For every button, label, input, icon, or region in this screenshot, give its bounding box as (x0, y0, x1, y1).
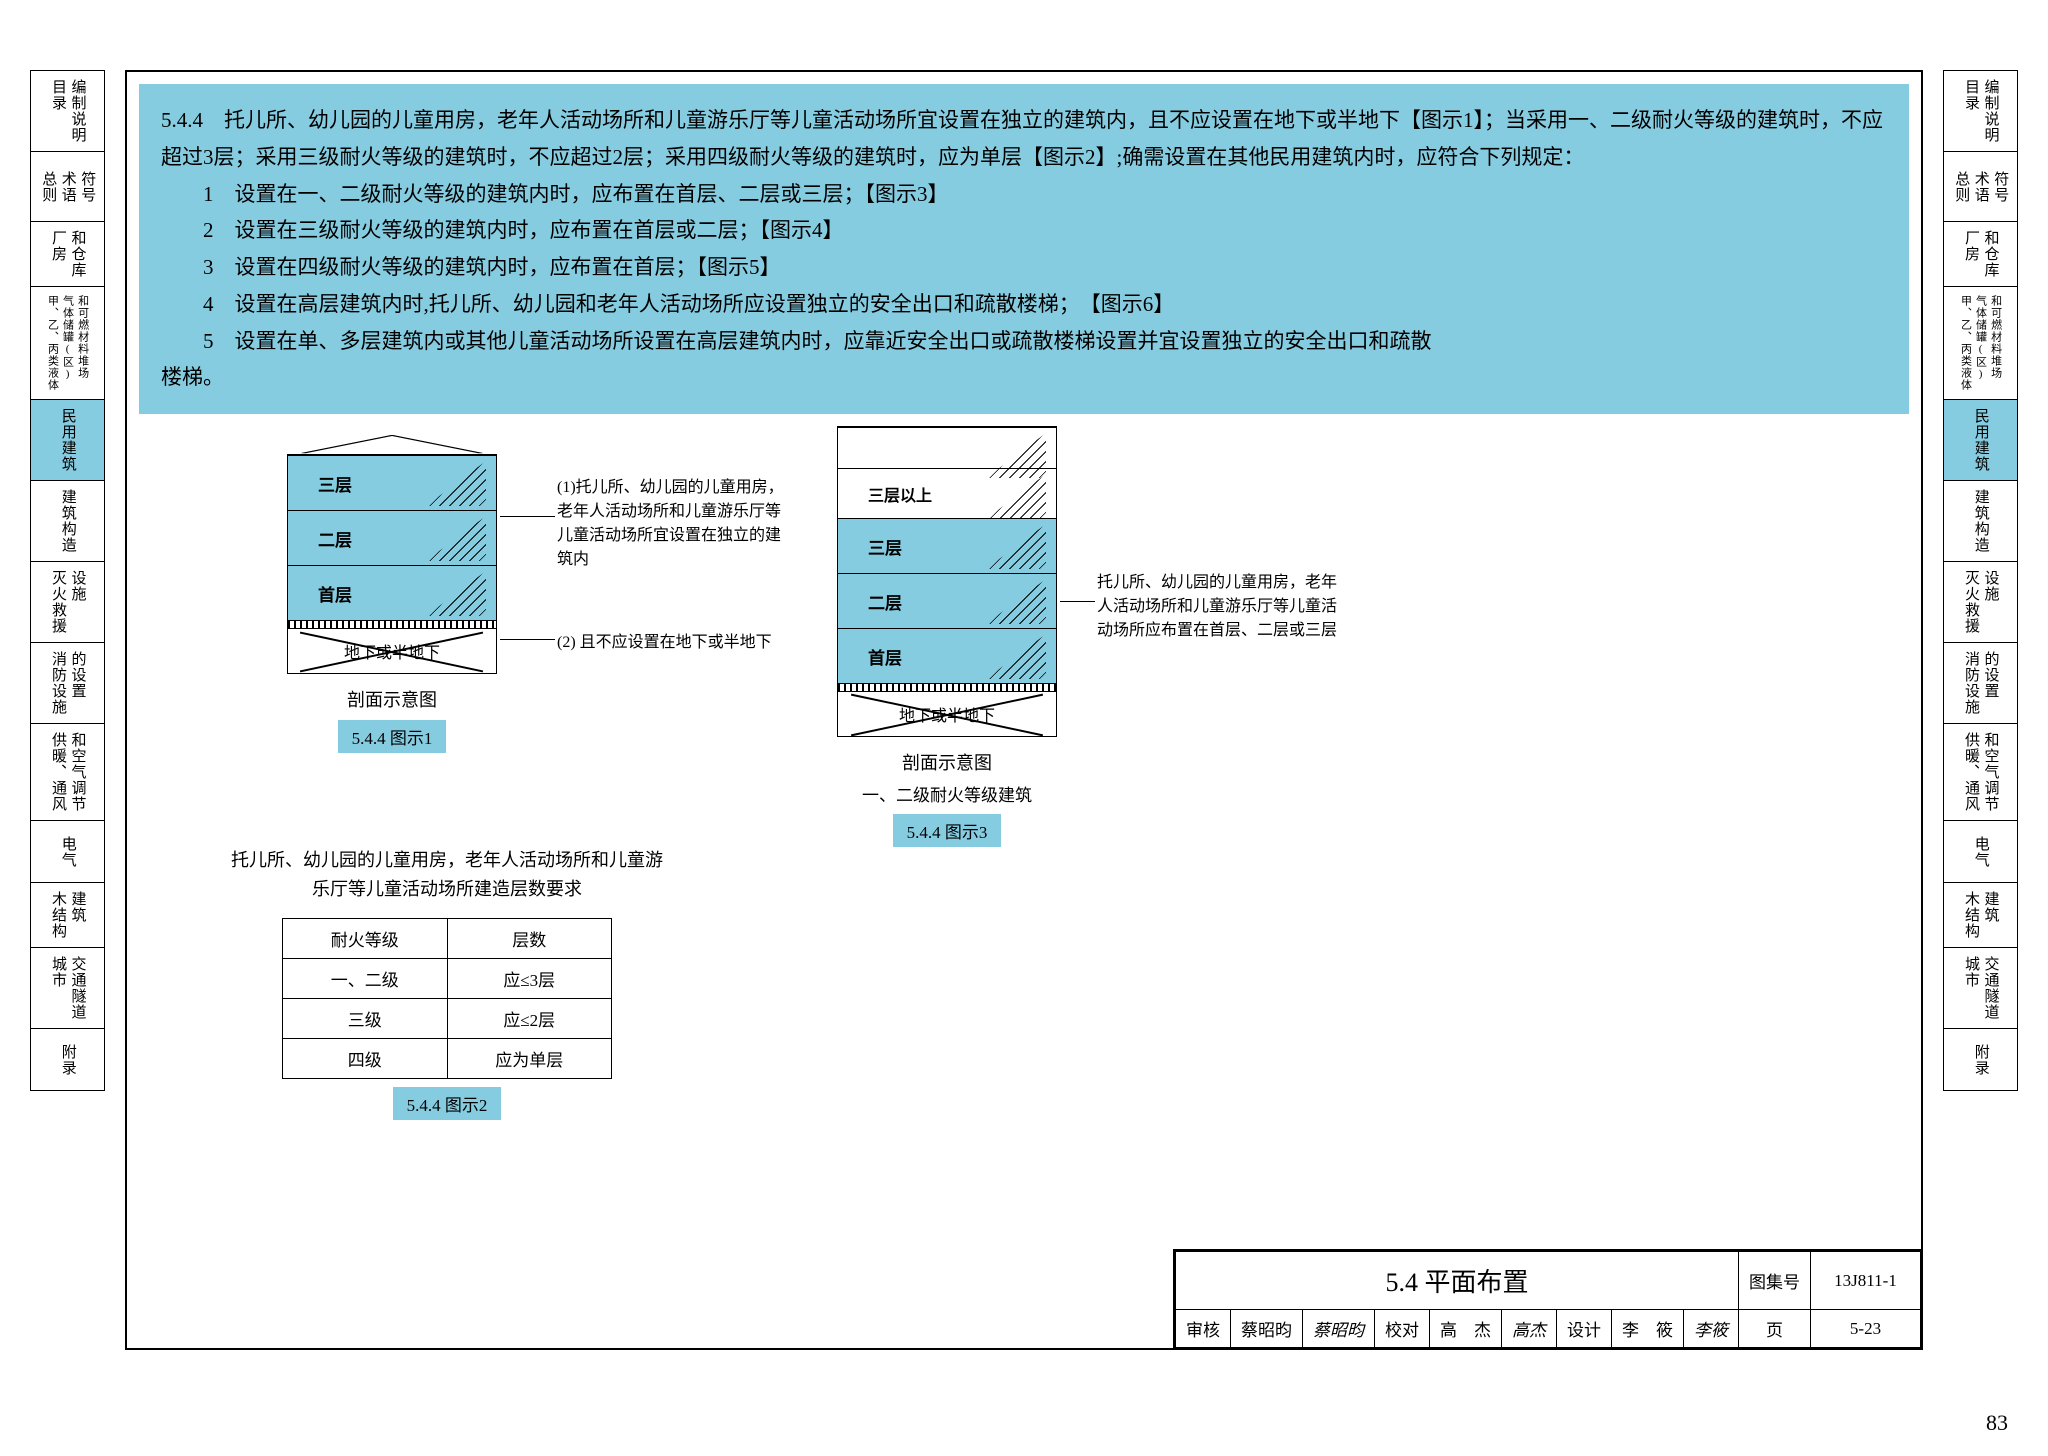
nav-tab[interactable]: 厂房和仓库 (30, 222, 105, 287)
nav-tab[interactable]: 建筑构造 (30, 481, 105, 562)
nav-tab[interactable]: 附录 (1943, 1029, 2018, 1091)
nav-tab[interactable]: 总则术语符号 (30, 152, 105, 222)
nav-tab[interactable]: 甲、乙、丙类液体气体储罐(区)和可燃材料堆场 (1943, 287, 2018, 400)
nav-tab[interactable]: 目录编制说明 (1943, 70, 2018, 152)
drawing-title: 5.4 平面布置 (1176, 1252, 1739, 1310)
nav-tab[interactable]: 目录编制说明 (30, 70, 105, 152)
fire-rating-table-section: 托儿所、幼儿园的儿童用房，老年人活动场所和儿童游乐厅等儿童活动场所建造层数要求 … (227, 846, 667, 1120)
nav-tab[interactable]: 城市交通隧道 (1943, 948, 2018, 1029)
title-block: 5.4 平面布置 图集号 13J811-1 审核 蔡昭昀 蔡昭昀 校对 高 杰 … (1173, 1249, 1921, 1348)
regulation-tail: 楼梯。 (161, 359, 1887, 396)
caption-3: 剖面示意图 (807, 749, 1087, 775)
building-3: 三层以上 三层 二层 首层 地下或半地下 (837, 426, 1057, 737)
nav-tab[interactable]: 供暖、通风和空气调节 (1943, 724, 2018, 821)
page-frame: 目录编制说明总则术语符号厂房和仓库甲、乙、丙类液体气体储罐(区)和可燃材料堆场民… (30, 70, 2018, 1350)
page-number: 83 (1986, 1410, 2008, 1436)
right-tabs: 目录编制说明总则术语符号厂房和仓库甲、乙、丙类液体气体储罐(区)和可燃材料堆场民… (1943, 70, 2018, 1091)
nav-tab[interactable]: 灭火救援设施 (1943, 562, 2018, 643)
diagram-3: 三层以上 三层 二层 首层 地下或半地下 托儿所、幼儿园的儿童用房，老年人活动场… (807, 426, 1327, 847)
table-title: 托儿所、幼儿园的儿童用房，老年人活动场所和儿童游乐厅等儿童活动场所建造层数要求 (227, 846, 667, 904)
fire-rating-table: 耐火等级层数 一、二级应≤3层 三级应≤2层 四级应为单层 (282, 918, 612, 1079)
figure-label-2: 5.4.4 图示2 (393, 1087, 502, 1120)
nav-tab[interactable]: 甲、乙、丙类液体气体储罐(区)和可燃材料堆场 (30, 287, 105, 400)
nav-tab[interactable]: 消防设施的设置 (1943, 643, 2018, 724)
caption-1: 剖面示意图 (257, 686, 527, 712)
cross-icon (838, 692, 1056, 736)
nav-tab[interactable]: 民用建筑 (1943, 400, 2018, 481)
nav-tab[interactable]: 附录 (30, 1029, 105, 1091)
left-tabs: 目录编制说明总则术语符号厂房和仓库甲、乙、丙类液体气体储罐(区)和可燃材料堆场民… (30, 70, 105, 1091)
annotation-1: (1)托儿所、幼儿园的儿童用房，老年人活动场所和儿童游乐厅等儿童活动场所宜设置在… (557, 476, 787, 572)
figure-label-3: 5.4.4 图示3 (893, 814, 1002, 847)
reg-item-3: 3 设置在四级耐火等级的建筑内时，应布置在首层；【图示5】 (161, 249, 1887, 286)
nav-tab[interactable]: 电气 (30, 821, 105, 883)
nav-tab[interactable]: 木结构建筑 (30, 883, 105, 948)
nav-tab[interactable]: 供暖、通风和空气调节 (30, 724, 105, 821)
regulation-text: 5.4.4 托儿所、幼儿园的儿童用房，老年人活动场所和儿童游乐厅等儿童活动场所宜… (139, 84, 1909, 414)
content-area: 5.4.4 托儿所、幼儿园的儿童用房，老年人活动场所和儿童游乐厅等儿童活动场所宜… (125, 70, 1923, 1350)
regulation-head: 5.4.4 托儿所、幼儿园的儿童用房，老年人活动场所和儿童游乐厅等儿童活动场所宜… (161, 102, 1887, 176)
building-1: 三层 二层 首层 地下或半地下 (287, 454, 497, 674)
annotation-2: (2) 且不应设置在地下或半地下 (557, 631, 787, 655)
nav-tab[interactable]: 总则术语符号 (1943, 152, 2018, 222)
nav-tab[interactable]: 建筑构造 (1943, 481, 2018, 562)
nav-tab[interactable]: 电气 (1943, 821, 2018, 883)
roof-icon (302, 436, 482, 454)
nav-tab[interactable]: 灭火救援设施 (30, 562, 105, 643)
diagram-1: 三层 二层 首层 地下或半地下 (1)托儿所、幼儿园的儿童用房，老年人活动场所和… (257, 436, 757, 753)
subcaption-3: 一、二级耐火等级建筑 (807, 781, 1087, 806)
cross-icon (288, 629, 496, 673)
nav-tab[interactable]: 厂房和仓库 (1943, 222, 2018, 287)
reg-item-2: 2 设置在三级耐火等级的建筑内时，应布置在首层或二层；【图示4】 (161, 212, 1887, 249)
nav-tab[interactable]: 木结构建筑 (1943, 883, 2018, 948)
reg-item-4: 4 设置在高层建筑内时,托儿所、幼儿园和老年人活动场所应设置独立的安全出口和疏散… (161, 286, 1887, 323)
signature-row: 审核 蔡昭昀 蔡昭昀 校对 高 杰 高杰 设计 李 筱 李筱 页 5-23 (1176, 1310, 1921, 1348)
annotation-3: 托儿所、幼儿园的儿童用房，老年人活动场所和儿童游乐厅等儿童活动场所应布置在首层、… (1097, 571, 1347, 643)
nav-tab[interactable]: 民用建筑 (30, 400, 105, 481)
nav-tab[interactable]: 城市交通隧道 (30, 948, 105, 1029)
figure-label-1: 5.4.4 图示1 (338, 720, 447, 753)
reg-item-1: 1 设置在一、二级耐火等级的建筑内时，应布置在首层、二层或三层；【图示3】 (161, 176, 1887, 213)
reg-item-5: 5 设置在单、多层建筑内或其他儿童活动场所设置在高层建筑内时，应靠近安全出口或疏… (161, 323, 1887, 360)
diagram-area: 三层 二层 首层 地下或半地下 (1)托儿所、幼儿园的儿童用房，老年人活动场所和… (127, 426, 1921, 1146)
nav-tab[interactable]: 消防设施的设置 (30, 643, 105, 724)
